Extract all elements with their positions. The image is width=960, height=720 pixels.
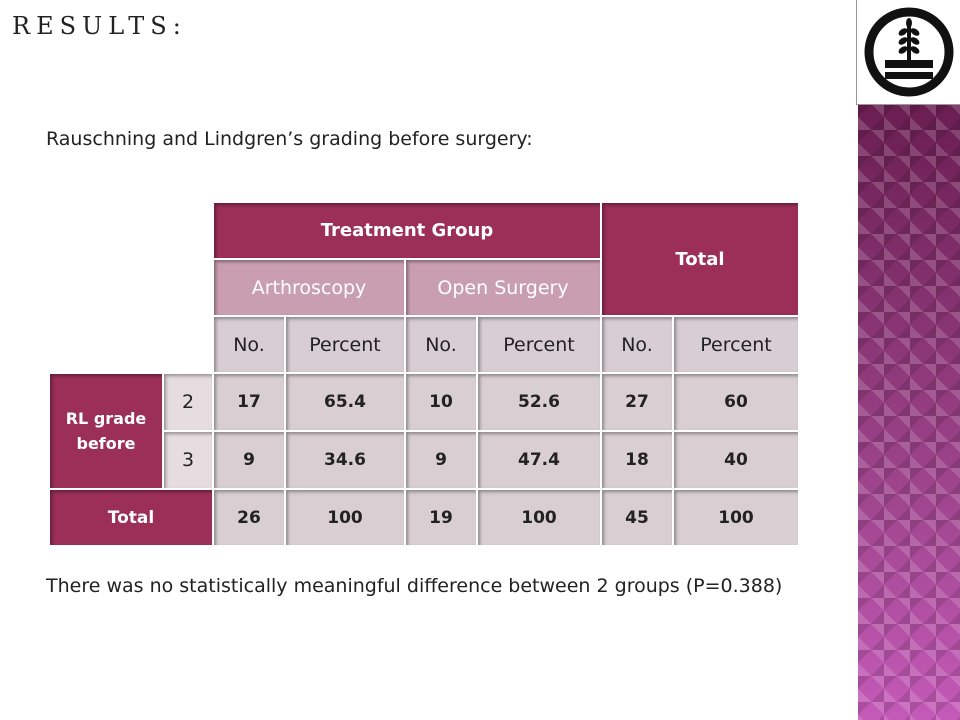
table-row: 3 9 34.6 9 47.4 18 40	[49, 430, 800, 490]
row-label-rl-grade-before: RL grade before	[48, 372, 164, 490]
col-header-percent: Percent	[476, 315, 602, 374]
data-cell: 10	[404, 372, 478, 432]
col-header-no: No.	[600, 315, 674, 374]
grade-cell: 2	[162, 372, 214, 432]
data-cell: 9	[404, 430, 478, 490]
data-cell: 100	[476, 488, 602, 547]
col-header-no: No.	[212, 315, 286, 374]
col-header-percent: Percent	[284, 315, 406, 374]
data-cell: 9	[212, 430, 286, 490]
grade-cell: 3	[162, 430, 214, 490]
data-cell: 26	[212, 488, 286, 547]
data-cell: 27	[600, 372, 674, 432]
data-cell: 17	[212, 372, 286, 432]
col-header-percent: Percent	[672, 315, 800, 374]
table-total-row: Total 26 100 19 100 45 100	[48, 488, 800, 547]
data-cell: 18	[600, 430, 674, 490]
data-cell: 52.6	[476, 372, 602, 432]
data-cell: 40	[672, 430, 800, 490]
data-cell: 100	[284, 488, 406, 547]
significance-note: There was no statistically meaningful di…	[46, 575, 783, 597]
data-cell: 19	[404, 488, 478, 547]
decorative-side-band	[858, 0, 960, 720]
subheader-arthroscopy: Arthroscopy	[212, 258, 406, 317]
subheader-open-surgery: Open Surgery	[404, 258, 602, 317]
results-table: Treatment Group Total Arthroscopy Open S…	[48, 201, 800, 547]
page-title: RESULTS:	[12, 12, 187, 40]
data-cell: 60	[672, 372, 800, 432]
university-logo-icon	[864, 7, 954, 97]
col-header-no: No.	[404, 315, 478, 374]
data-cell: 100	[672, 488, 800, 547]
table-caption: Rauschning and Lindgren’s grading before…	[46, 128, 533, 150]
logo-container	[856, 0, 960, 105]
data-cell: 65.4	[284, 372, 406, 432]
data-cell: 34.6	[284, 430, 406, 490]
header-total: Total	[600, 201, 800, 317]
data-cell: 45	[600, 488, 674, 547]
data-cell: 47.4	[476, 430, 602, 490]
total-row-label: Total	[48, 488, 214, 547]
table-row: RL grade before 2 17 65.4 10 52.6 27 60	[48, 372, 800, 490]
header-treatment-group: Treatment Group	[212, 201, 602, 260]
